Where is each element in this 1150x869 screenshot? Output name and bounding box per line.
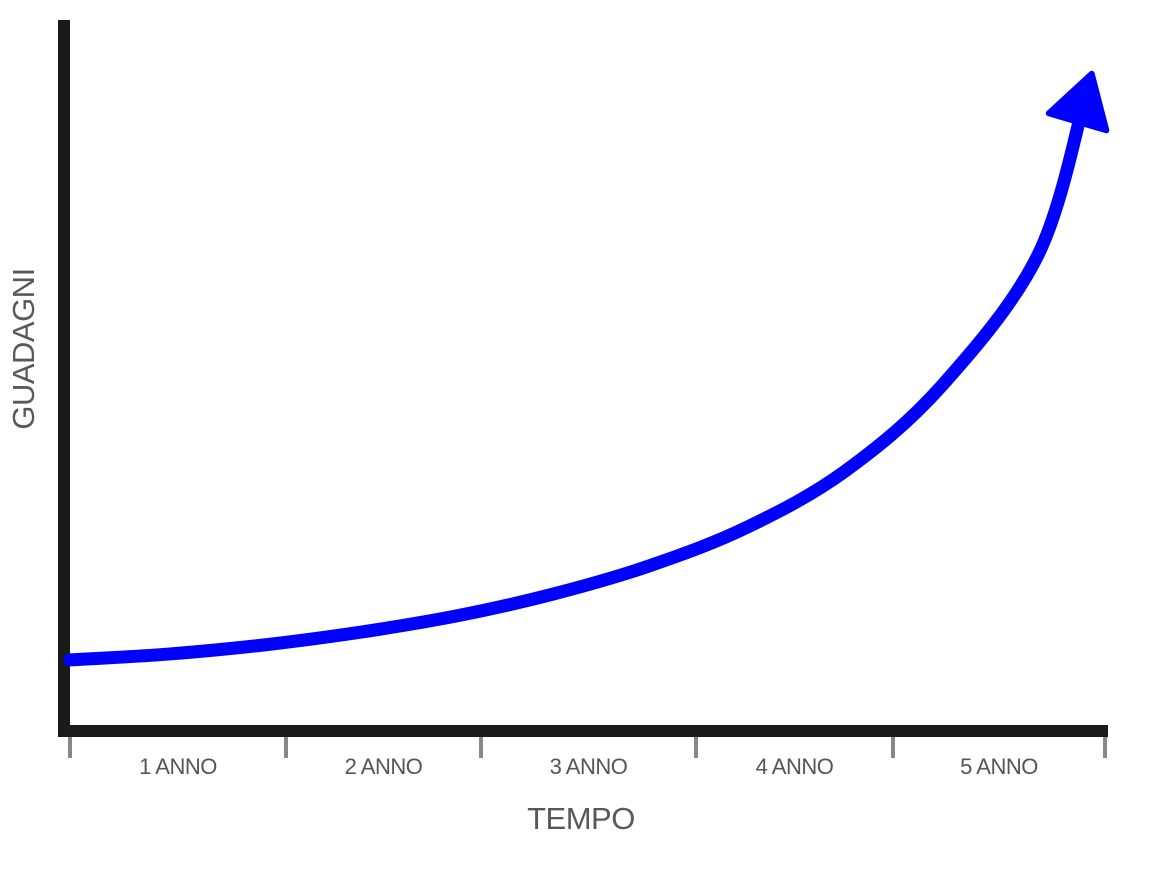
- axes: [58, 20, 1108, 737]
- x-axis-tick-labels: 1 ANNO 2 ANNO 3 ANNO 4 ANNO 5 ANNO: [139, 754, 1039, 779]
- x-tick-label: 1 ANNO: [139, 754, 217, 779]
- series: [63, 70, 1110, 667]
- x-axis-label: TEMPO: [527, 801, 635, 836]
- x-tick-label: 5 ANNO: [960, 754, 1038, 779]
- x-tick-label: 2 ANNO: [345, 754, 423, 779]
- arrow-head: [1045, 70, 1110, 134]
- y-axis-label: GUADAGNI: [6, 268, 41, 429]
- x-tick-label: 3 ANNO: [550, 754, 628, 779]
- x-tick-label: 4 ANNO: [756, 754, 834, 779]
- growth-curve: [63, 84, 1094, 667]
- x-axis-ticks: [68, 737, 1107, 758]
